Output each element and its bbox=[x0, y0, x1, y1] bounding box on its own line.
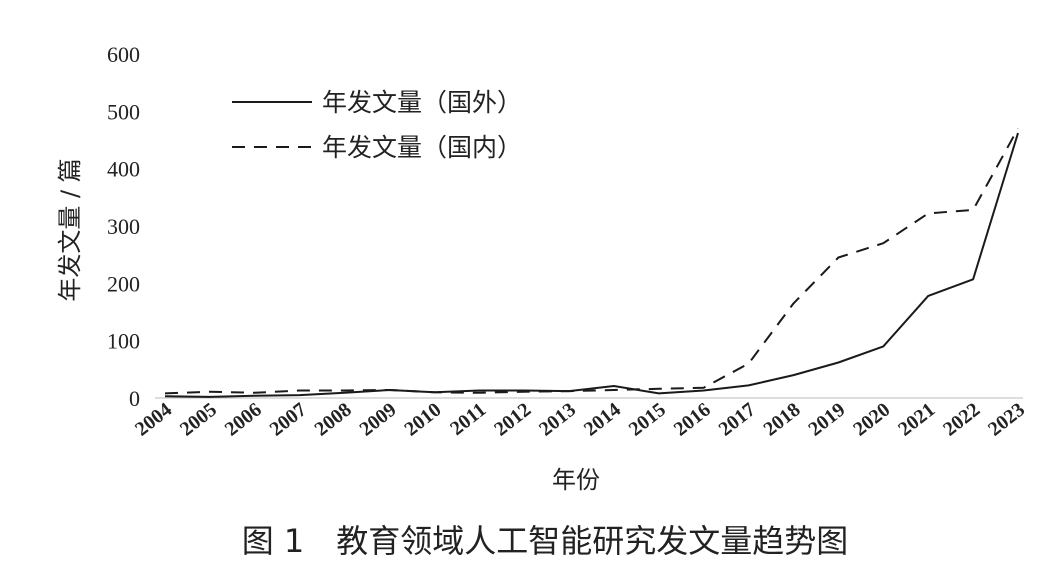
x-tick-label: 2016 bbox=[670, 399, 715, 441]
y-tick-label: 500 bbox=[107, 99, 140, 124]
series-lines bbox=[164, 128, 1019, 398]
y-tick-label: 0 bbox=[129, 386, 140, 411]
x-tick-label: 2007 bbox=[266, 399, 311, 441]
y-tick-label: 400 bbox=[107, 157, 140, 182]
x-tick-label: 2022 bbox=[939, 399, 984, 441]
x-tick-label: 2013 bbox=[535, 399, 580, 441]
x-tick-label: 2008 bbox=[311, 399, 356, 441]
x-tick-label: 2020 bbox=[849, 399, 894, 441]
series-line-domestic bbox=[164, 128, 1019, 395]
x-tick-label: 2010 bbox=[400, 399, 445, 441]
y-tick-label: 100 bbox=[107, 329, 140, 354]
x-tick-label: 2015 bbox=[625, 399, 670, 441]
legend-label-foreign: 年发文量（国外） bbox=[322, 88, 522, 117]
legend-label-domestic: 年发文量（国内） bbox=[322, 133, 522, 162]
x-tick-label: 2014 bbox=[580, 399, 625, 441]
series-line-foreign bbox=[164, 132, 1019, 398]
x-axis-label: 年份 bbox=[552, 466, 600, 494]
x-tick-label: 2023 bbox=[984, 399, 1029, 441]
x-tick-label: 2012 bbox=[490, 399, 535, 441]
x-tick-label: 2021 bbox=[894, 399, 939, 441]
x-tick-label: 2017 bbox=[715, 399, 760, 441]
y-axis-label: 年发文量 / 篇 bbox=[56, 158, 84, 301]
x-axis-ticks: 2004 2005 2006 2007 2008 2009 2010 2011 2012 2013… bbox=[131, 399, 1029, 441]
x-tick-label: 2018 bbox=[760, 399, 805, 441]
x-tick-label: 2011 bbox=[446, 399, 490, 440]
y-tick-label: 200 bbox=[107, 271, 140, 296]
y-tick-label: 600 bbox=[107, 42, 140, 67]
figure-caption: 图 1 教育领域人工智能研究发文量趋势图 bbox=[242, 522, 849, 560]
x-tick-label: 2006 bbox=[221, 399, 266, 441]
x-tick-label: 2019 bbox=[804, 399, 849, 441]
y-tick-label: 300 bbox=[107, 214, 140, 239]
x-tick-label: 2009 bbox=[355, 399, 400, 441]
legend: 年发文量（国外） 年发文量（国内） bbox=[232, 88, 522, 162]
y-axis-ticks: 0 100 200 300 400 500 600 bbox=[107, 42, 140, 411]
x-tick-label: 2005 bbox=[176, 399, 221, 441]
